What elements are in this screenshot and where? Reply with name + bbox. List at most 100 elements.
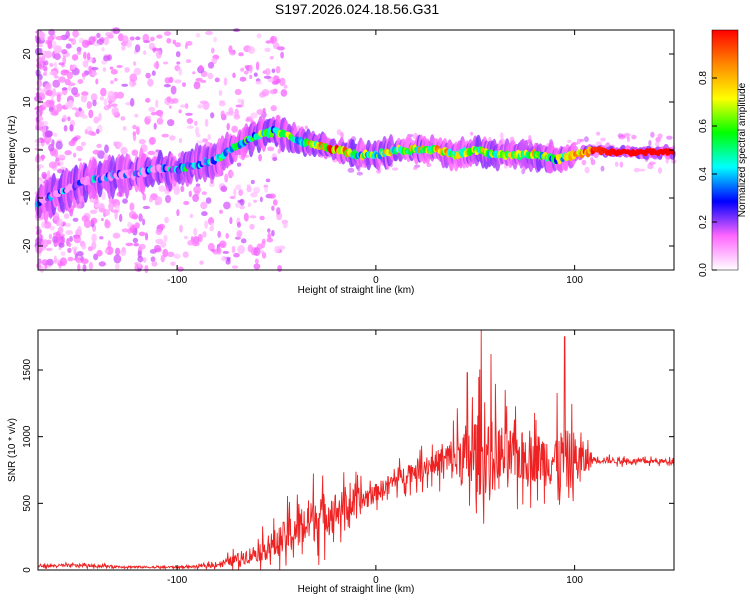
spectrogram-noise-blob	[271, 80, 279, 85]
spectrogram-noise-blob	[72, 136, 79, 142]
spectrogram-noise-blob	[89, 199, 97, 203]
spectrogram-noise-blob	[81, 39, 90, 48]
spectrogram-noise-blob	[648, 161, 656, 165]
spectrogram-noise-blob	[247, 202, 251, 208]
spectrogram-noise-blob	[129, 202, 135, 211]
spectrogram-noise-blob	[130, 97, 135, 107]
spectrogram-noise-blob	[155, 50, 162, 59]
spectrogram-noise-blob	[103, 98, 108, 106]
spectrogram-noise-blob	[46, 89, 54, 97]
spectrogram-noise-blob	[95, 128, 100, 134]
spectrogram-noise-blob	[250, 112, 258, 119]
spectrogram-noise-blob	[195, 33, 201, 38]
colorbar-tick-label: 0.8	[698, 71, 709, 85]
spectrogram-noise-blob	[229, 195, 236, 200]
spectrogram-noise-blob	[142, 193, 146, 201]
spectrogram-noise-blob	[42, 125, 47, 133]
spectrogram-noise-blob	[179, 104, 187, 108]
spectrogram-noise-blob	[162, 61, 169, 65]
spectrogram-noise-blob	[57, 162, 61, 166]
spectrogram-noise-blob	[269, 89, 278, 95]
spectrogram-noise-blob	[347, 167, 355, 173]
spectrogram-noise-blob	[150, 111, 158, 116]
spectrogram-noise-blob	[102, 67, 107, 72]
spectrogram-noise-blob	[121, 45, 126, 51]
spectrogram-noise-blob	[83, 51, 87, 60]
spectrogram-noise-blob	[112, 27, 121, 34]
spectrogram-noise-blob	[244, 65, 249, 69]
colorbar-tick-label: 0.6	[698, 119, 709, 133]
spectrogram-noise-blob	[220, 185, 228, 193]
spectrogram-noise-blob	[95, 78, 99, 85]
spectrogram-noise-blob	[200, 80, 207, 83]
spectrogram-noise-blob	[214, 77, 220, 83]
spectrogram-noise-blob	[264, 47, 271, 52]
spectrogram-noise-blob	[174, 79, 182, 84]
spectrogram-noise-blob	[205, 30, 213, 36]
spectrogram-noise-blob	[48, 233, 53, 240]
spectrogram-noise-blob	[116, 64, 123, 69]
spectrogram-noise-blob	[134, 44, 141, 53]
spectrogram-noise-blob	[240, 238, 247, 244]
spectrogram-noise-blob	[228, 107, 234, 115]
spectrogram-noise-blob	[41, 259, 49, 266]
spectrogram-noise-blob	[69, 236, 73, 242]
spectrogram-noise-blob	[121, 35, 129, 45]
spectrogram-noise-blob	[53, 133, 58, 137]
spectrogram-noise-blob	[63, 69, 70, 74]
spectrogram-noise-blob	[155, 99, 159, 108]
spectrogram-noise-blob	[160, 241, 167, 248]
spectrogram-noise-blob	[67, 256, 74, 262]
spectrogram-noise-blob	[193, 81, 201, 90]
spectrogram-noise-blob	[283, 84, 288, 89]
spectrogram-noise-blob	[132, 213, 138, 220]
spectrogram-noise-blob	[619, 161, 624, 168]
spectrogram-noise-blob	[39, 265, 45, 273]
spectrogram-noise-blob	[277, 265, 282, 272]
spectrogram-y-label: Frequency (Hz)	[7, 116, 18, 185]
spectrogram-noise-blob	[48, 143, 55, 152]
spectrogram-noise-blob	[237, 230, 242, 238]
spectrogram-noise-blob	[105, 32, 113, 37]
spectrogram-noise-blob	[129, 36, 135, 41]
spectrogram-noise-blob	[154, 201, 159, 206]
spectrogram-noise-blob	[183, 235, 189, 240]
spectrogram-noise-blob	[500, 132, 504, 140]
spectrogram-noise-blob	[90, 217, 98, 225]
spectrogram-noise-blob	[253, 263, 261, 270]
spectrogram-noise-blob	[271, 205, 275, 211]
spectrogram-noise-blob	[174, 65, 181, 72]
spectrogram-noise-blob	[52, 40, 57, 50]
spectrogram-noise-blob	[132, 124, 137, 130]
spectrogram-noise-blob	[113, 141, 118, 147]
spectrogram-noise-blob	[80, 94, 88, 103]
spectrogram-noise-blob	[103, 55, 110, 62]
spectrogram-noise-blob	[133, 61, 137, 66]
spectrogram-noise-blob	[413, 166, 418, 170]
spectrogram-noise-blob	[69, 124, 74, 132]
spectrogram-noise-blob	[39, 32, 46, 41]
spectrogram-noise-blob	[270, 36, 275, 45]
spectrogram-noise-blob	[194, 120, 198, 127]
spectrogram-noise-blob	[92, 99, 97, 107]
spectrogram-y-tick-label: 10	[22, 96, 33, 108]
spectrogram-noise-blob	[52, 235, 58, 244]
spectrogram-noise-blob	[202, 138, 209, 143]
spectrogram-noise-blob	[239, 205, 245, 210]
spectrogram-noise-blob	[235, 184, 242, 190]
spectrogram-noise-blob	[164, 31, 171, 36]
spectrogram-noise-blob	[37, 73, 43, 81]
spectrogram-noise-blob	[151, 70, 156, 76]
spectrogram-y-tick-label: -10	[22, 190, 33, 205]
spectrogram-noise-blob	[132, 132, 137, 142]
spectrogram-noise-blob	[274, 245, 281, 254]
spectrogram-noise-blob	[255, 80, 262, 85]
spectrogram-noise-blob	[584, 166, 590, 174]
spectrogram-noise-blob	[68, 85, 72, 92]
spectrogram-noise-blob	[528, 135, 532, 141]
spectrogram-noise-blob	[165, 194, 171, 204]
spectrogram-noise-blob	[185, 112, 193, 116]
spectrogram-noise-blob	[88, 36, 96, 45]
spectrogram-noise-blob	[170, 261, 176, 267]
spectrogram-noise-blob	[280, 51, 284, 59]
